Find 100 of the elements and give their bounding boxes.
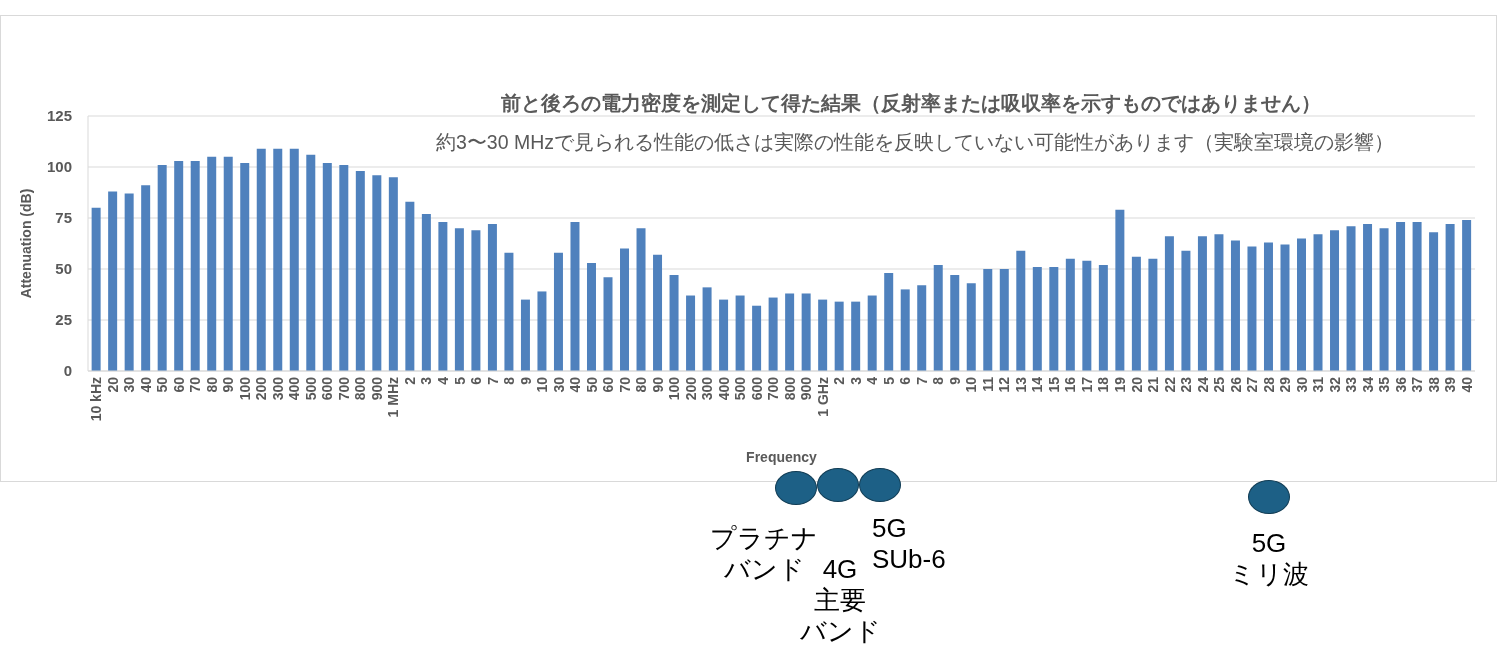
- bar: [108, 191, 118, 371]
- bar: [421, 213, 431, 371]
- x-tick-label: 900: [798, 376, 815, 401]
- bar: [1263, 242, 1273, 371]
- y-axis-title: Attenuation (dB): [18, 188, 34, 299]
- bar: [1445, 224, 1455, 371]
- x-tick-label: 300: [699, 376, 716, 401]
- bar: [603, 277, 613, 371]
- x-tick-label: 32: [1326, 376, 1343, 393]
- bar: [1280, 244, 1290, 371]
- x-tick-label: 9: [517, 376, 534, 385]
- x-tick-label: 28: [1260, 376, 1277, 393]
- bar: [1330, 230, 1340, 371]
- bar: [1363, 224, 1373, 371]
- x-tick-label: 19: [1111, 376, 1128, 393]
- bar: [735, 295, 745, 371]
- x-tick-label: 400: [715, 376, 732, 401]
- x-tick-label: 40: [137, 376, 154, 393]
- x-tick-label: 10 kHz: [88, 377, 105, 422]
- bar: [851, 301, 861, 371]
- x-tick-label: 2: [401, 376, 418, 385]
- bar: [999, 269, 1009, 371]
- bar: [620, 248, 630, 371]
- x-tick-label: 10: [963, 376, 980, 393]
- x-tick-label: 80: [203, 376, 220, 393]
- bar: [1462, 220, 1472, 371]
- x-tick-label: 36: [1392, 376, 1409, 393]
- x-tick-label: 50: [583, 376, 600, 393]
- bar: [1379, 228, 1389, 371]
- bar: [504, 252, 514, 371]
- x-tick-label: 38: [1425, 376, 1442, 393]
- x-tick-label: 80: [633, 376, 650, 393]
- bar: [190, 160, 200, 371]
- bar: [834, 301, 844, 371]
- bar: [884, 273, 894, 371]
- x-tick-label: 12: [996, 376, 1013, 393]
- bar: [785, 293, 795, 371]
- chart-title: 前と後ろの電力密度を測定して得た結果（反射率または吸収率を示すものではありません）: [501, 92, 1321, 114]
- bar: [240, 162, 250, 371]
- x-tick-label: 5: [451, 376, 468, 385]
- bar: [818, 299, 828, 371]
- bar: [520, 299, 530, 371]
- bar: [372, 175, 382, 371]
- x-tick-label: 1 MHz: [385, 377, 402, 418]
- x-tick-label: 18: [1095, 376, 1112, 393]
- bar: [966, 283, 976, 371]
- bar: [1049, 266, 1059, 371]
- x-tick-label: 37: [1409, 376, 1426, 393]
- x-tick-label: 6: [468, 376, 485, 385]
- x-tick-label: 21: [1145, 376, 1162, 393]
- bar: [1115, 209, 1125, 371]
- x-tick-label: 400: [286, 376, 303, 401]
- bar: [1148, 258, 1158, 371]
- x-tick-label: 8: [930, 376, 947, 385]
- bar: [553, 252, 563, 371]
- x-tick-label: 40: [567, 376, 584, 393]
- x-tick-label: 30: [550, 376, 567, 393]
- bar: [1429, 232, 1439, 371]
- x-tick-label: 4: [435, 376, 452, 385]
- x-tick-label: 11: [979, 376, 996, 392]
- x-tick-label: 40: [1458, 376, 1475, 393]
- bar: [1214, 234, 1224, 371]
- bar: [141, 185, 151, 371]
- x-tick-label: 50: [154, 376, 171, 393]
- bar: [471, 230, 481, 371]
- bar: [388, 177, 398, 371]
- bar: [653, 254, 663, 371]
- x-tick-label: 90: [649, 376, 666, 393]
- x-tick-label: 25: [1211, 376, 1228, 393]
- x-tick-label: 20: [104, 376, 121, 393]
- bar: [322, 162, 332, 371]
- y-tick-label: 100: [46, 158, 72, 176]
- x-tick-label: 70: [616, 376, 633, 393]
- x-tick-label: 3: [418, 376, 435, 385]
- x-tick-label: 4: [864, 376, 881, 385]
- bar: [223, 156, 233, 371]
- x-tick-label: 300: [269, 376, 286, 401]
- x-tick-label: 800: [781, 376, 798, 401]
- x-tick-label: 14: [1029, 376, 1046, 393]
- bar: [1313, 234, 1323, 371]
- bar: [669, 275, 679, 371]
- x-tick-label: 35: [1376, 376, 1393, 393]
- x-tick-label: 7: [484, 376, 501, 385]
- x-tick-label: 10: [534, 376, 551, 393]
- x-tick-label: 60: [600, 376, 617, 393]
- x-tick-label: 2: [831, 376, 848, 385]
- bar: [1247, 246, 1257, 371]
- bar: [586, 262, 596, 371]
- bar: [1032, 266, 1042, 371]
- bar: [174, 160, 184, 371]
- x-tick-label: 24: [1194, 376, 1211, 393]
- x-tick-label: 60: [170, 376, 187, 393]
- bar: [867, 295, 877, 371]
- bar: [1098, 264, 1108, 371]
- bar: [752, 305, 762, 371]
- text: 5G ミリ波: [1229, 528, 1309, 590]
- bar: [405, 201, 415, 371]
- x-tick-label: 500: [302, 376, 319, 401]
- y-tick-label: 25: [55, 311, 72, 329]
- bar: [537, 291, 547, 371]
